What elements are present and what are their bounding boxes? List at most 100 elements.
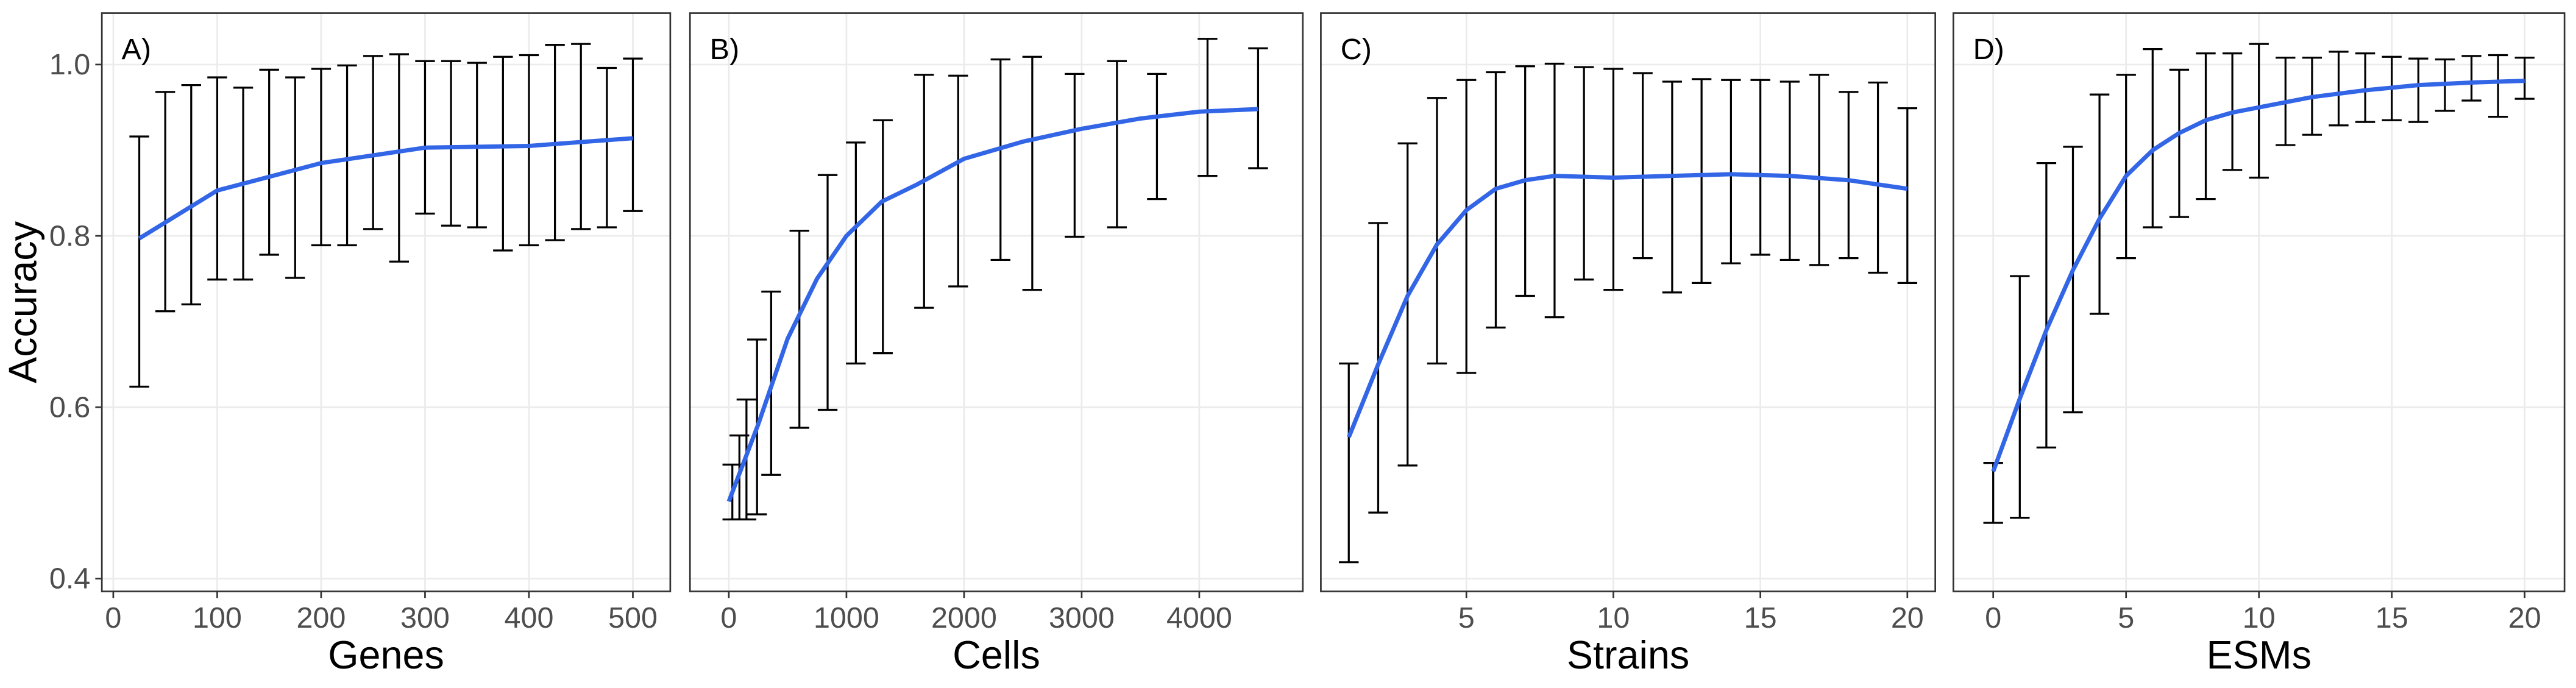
panel-background <box>690 13 1303 592</box>
error-bar <box>259 68 279 256</box>
panel-background <box>1321 13 1936 592</box>
error-bar <box>1544 62 1565 319</box>
error-bar <box>519 54 539 247</box>
error-bar <box>207 76 227 281</box>
error-bar <box>337 64 357 247</box>
x-tick-label: 300 <box>400 601 450 634</box>
panel-label: D) <box>1973 33 2004 66</box>
error-bar <box>1983 461 2003 524</box>
error-bar <box>1486 71 1506 329</box>
x-tick-label: 400 <box>504 601 553 634</box>
error-bar <box>1198 38 1218 177</box>
x-axis-title: Strains <box>1567 633 1689 677</box>
x-tick-label: 100 <box>193 601 242 634</box>
error-bar <box>363 55 383 230</box>
panel-border <box>1320 12 1936 592</box>
error-bar <box>1897 107 1917 285</box>
error-bar <box>623 57 643 212</box>
error-bar <box>873 119 893 355</box>
error-bar <box>990 58 1010 261</box>
error-bar <box>1065 73 1085 238</box>
error-bar <box>2461 55 2482 102</box>
error-bar <box>1868 81 1888 274</box>
error-bar <box>1339 362 1359 564</box>
y-tick-label: 0.4 <box>49 562 90 595</box>
error-bar <box>789 230 809 429</box>
smooth-line <box>1346 172 1908 438</box>
error-bar <box>1107 60 1127 229</box>
x-tick-label: 200 <box>296 601 346 634</box>
error-bar <box>2143 48 2163 229</box>
x-axis-title: ESMs <box>2206 633 2312 677</box>
error-bar <box>597 66 617 229</box>
error-bar <box>1633 72 1653 260</box>
error-bar <box>2488 54 2508 118</box>
error-bar <box>1022 55 1043 291</box>
error-bar <box>2329 51 2349 127</box>
x-tick-label: 500 <box>608 601 658 634</box>
x-tick-label: 5 <box>2118 601 2134 634</box>
error-bar <box>2169 68 2190 218</box>
smooth-line <box>1991 79 2525 472</box>
panel-label: A) <box>121 33 151 66</box>
error-bar <box>1248 47 1268 169</box>
smooth-line <box>726 107 1258 503</box>
panel-background <box>102 13 670 592</box>
y-tick-label: 0.8 <box>49 219 90 252</box>
error-bar <box>2063 146 2083 414</box>
error-bar <box>1721 79 1741 264</box>
x-tick-label: 15 <box>1744 601 1777 634</box>
error-bar <box>2089 93 2110 315</box>
error-bar <box>1397 142 1418 467</box>
error-bar <box>311 68 332 247</box>
x-tick-label: 5 <box>1458 601 1475 634</box>
x-tick-label: 2000 <box>931 601 997 634</box>
error-bar <box>2514 57 2535 100</box>
error-bar <box>493 55 513 252</box>
error-bar <box>441 60 461 227</box>
error-bar <box>948 74 968 288</box>
x-tick-label: 10 <box>2243 601 2276 634</box>
error-bar <box>389 53 410 263</box>
error-bar <box>817 174 838 411</box>
error-bar <box>1750 79 1770 256</box>
error-bar <box>1779 80 1800 261</box>
error-bar <box>415 60 435 215</box>
error-bar <box>914 74 934 309</box>
error-bar <box>181 84 201 306</box>
y-tick-label: 1.0 <box>49 48 90 81</box>
error-bar <box>2408 57 2429 123</box>
x-tick-label: 20 <box>2508 601 2541 634</box>
x-tick-label: 3000 <box>1049 601 1115 634</box>
x-axis-title: Genes <box>328 633 444 677</box>
error-bar <box>2196 52 2216 200</box>
panel-border <box>101 12 672 592</box>
y-axis-title: Accuracy <box>0 221 44 383</box>
error-bar <box>155 91 176 313</box>
error-bar <box>129 135 149 388</box>
x-tick-label: 15 <box>2376 601 2408 634</box>
error-bar <box>285 76 305 279</box>
error-bar <box>1147 73 1167 200</box>
error-bar <box>1809 74 1829 266</box>
error-bar <box>1457 79 1477 374</box>
x-axis-title: Cells <box>953 633 1040 677</box>
error-bar <box>2249 43 2269 179</box>
error-bar <box>1574 66 1594 281</box>
error-bar <box>1839 91 1859 260</box>
panel-border <box>689 12 1304 592</box>
error-bar <box>2116 74 2136 260</box>
error-bar <box>846 141 866 365</box>
error-bar <box>1427 97 1447 365</box>
error-bar <box>2036 161 2057 449</box>
x-tick-label: 20 <box>1891 601 1924 634</box>
error-bar <box>1662 80 1683 294</box>
x-tick-label: 0 <box>105 601 121 634</box>
error-bar <box>2355 52 2376 123</box>
x-tick-label: 0 <box>1985 601 2001 634</box>
x-tick-label: 0 <box>720 601 737 634</box>
smooth-line <box>138 136 633 241</box>
error-bar <box>571 43 591 230</box>
